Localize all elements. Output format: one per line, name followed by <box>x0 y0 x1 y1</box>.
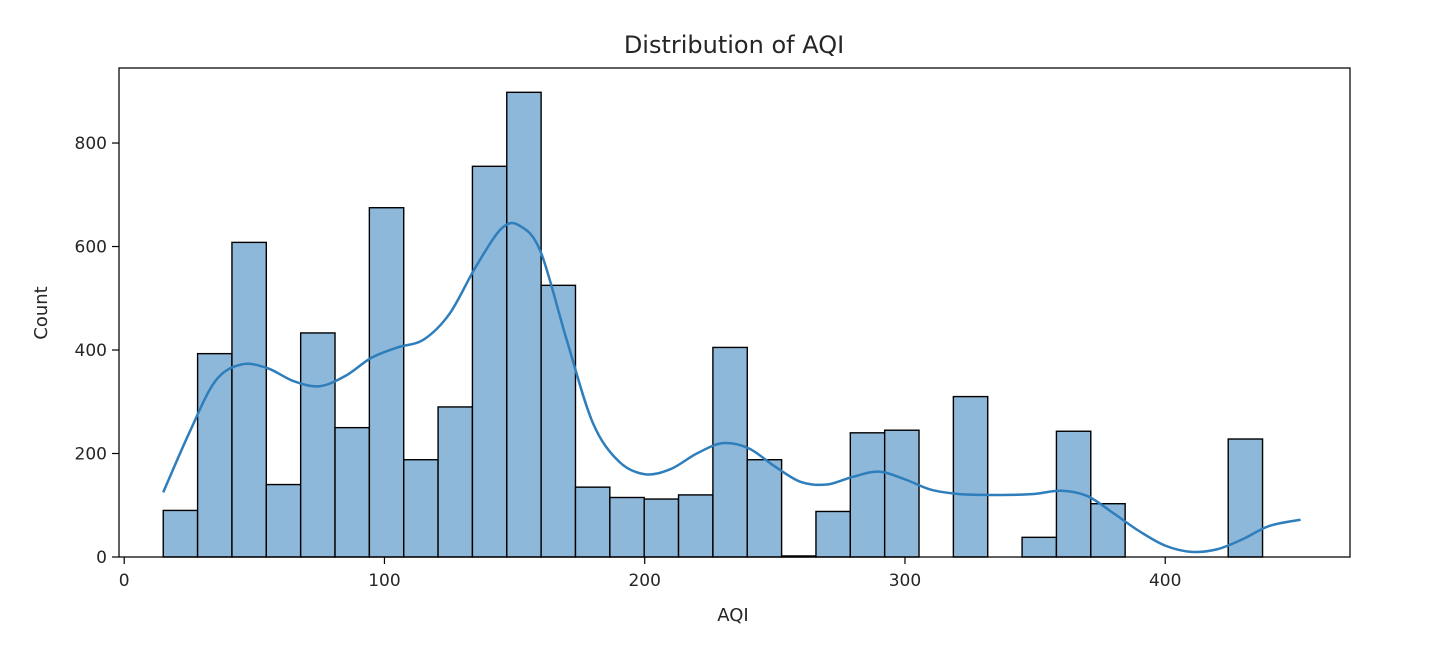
kde-line <box>162 221 1301 554</box>
histogram-bar <box>265 483 302 558</box>
histogram-bar <box>231 241 268 558</box>
histogram-bar <box>196 352 233 558</box>
histogram-bar <box>815 510 852 558</box>
y-tick-label: 800 <box>75 134 107 154</box>
histogram-bar <box>540 284 577 558</box>
histogram-bar <box>334 426 371 558</box>
histogram-bar <box>1021 536 1058 558</box>
x-axis-ticks: 0 100 200 300 400 <box>119 557 1181 591</box>
histogram-bar <box>643 498 680 558</box>
histogram-bar <box>403 459 439 558</box>
y-tick-label: 200 <box>75 445 107 465</box>
y-tick-label: 400 <box>75 341 107 361</box>
histogram-bar <box>1090 503 1126 558</box>
histogram-bar <box>677 494 714 558</box>
plot-frame <box>118 67 1351 558</box>
histogram-bar <box>609 496 645 558</box>
x-tick-label: 0 <box>119 571 130 591</box>
y-tick-label: 600 <box>75 238 107 258</box>
histogram-bar <box>471 165 508 558</box>
y-axis-label: Count <box>31 286 52 339</box>
y-tick-label: 0 <box>96 548 107 568</box>
histogram-bar <box>299 332 336 558</box>
x-tick-label: 400 <box>1149 571 1181 591</box>
histogram-bar <box>437 406 474 558</box>
histogram-bars <box>162 91 1264 558</box>
histogram-bar <box>368 207 405 558</box>
histogram-bar <box>712 346 748 558</box>
histogram-bar <box>506 91 542 558</box>
chart-title: Distribution of AQI <box>624 31 844 59</box>
x-tick-label: 300 <box>889 571 921 591</box>
histogram-bar <box>849 432 886 558</box>
histogram-bar <box>883 429 920 558</box>
x-axis-label: AQI <box>717 605 748 626</box>
histogram-bar <box>952 395 989 558</box>
histogram-bar <box>162 509 199 558</box>
x-tick-label: 200 <box>628 571 660 591</box>
histogram-bar <box>574 486 611 558</box>
histogram-bar <box>746 459 783 558</box>
x-tick-label: 100 <box>368 571 400 591</box>
y-axis-ticks: 0 200 400 600 800 <box>75 134 119 568</box>
histogram-bar <box>1227 438 1264 558</box>
